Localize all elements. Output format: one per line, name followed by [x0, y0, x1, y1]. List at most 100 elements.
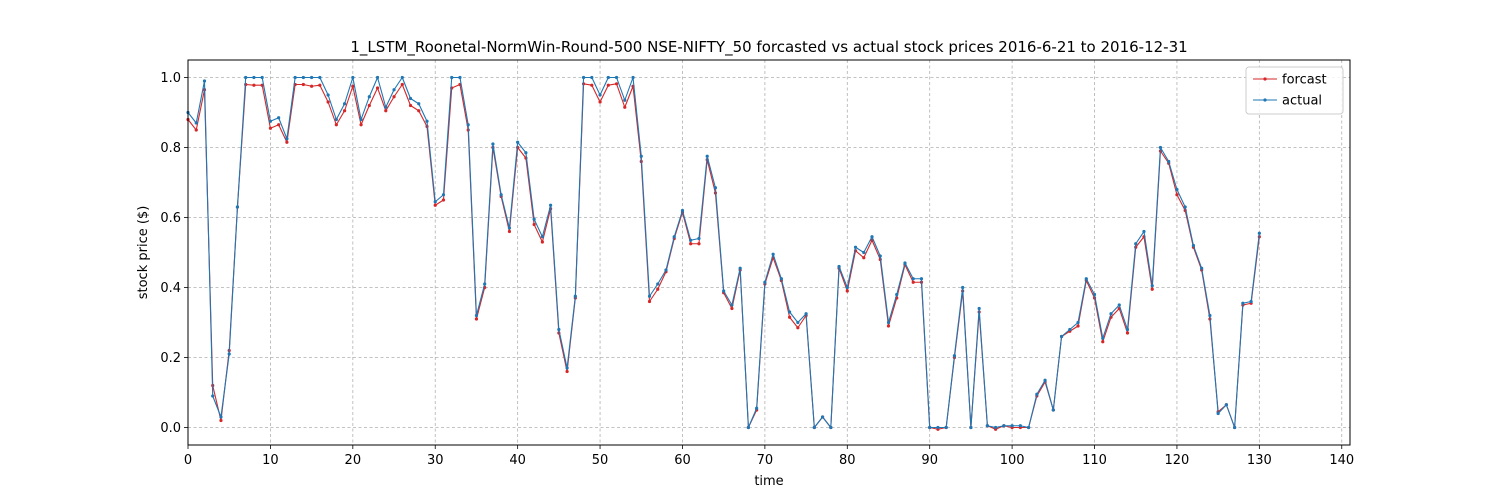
- data-point-actual: [235, 205, 240, 209]
- data-point-forcast: [219, 418, 223, 423]
- data-point-actual: [689, 238, 693, 242]
- data-point-actual: [408, 96, 413, 101]
- data-point-forcast: [614, 82, 619, 86]
- data-point-actual: [1216, 411, 1220, 416]
- data-point-forcast: [1076, 324, 1080, 328]
- data-point-actual: [466, 123, 470, 127]
- data-point-forcast: [623, 105, 627, 109]
- data-point-forcast: [384, 109, 388, 113]
- data-point-actual: [614, 75, 619, 80]
- data-point-actual: [903, 261, 907, 265]
- data-point-actual: [639, 154, 643, 158]
- data-point-forcast: [565, 369, 569, 374]
- data-point-forcast: [796, 326, 800, 330]
- data-point-actual: [1233, 425, 1237, 430]
- data-point-forcast: [359, 123, 363, 127]
- data-point-actual: [1018, 424, 1022, 428]
- data-point-actual: [1241, 301, 1245, 305]
- data-point-actual: [557, 327, 561, 332]
- data-point-actual: [804, 312, 808, 316]
- data-point-actual: [1175, 187, 1179, 192]
- data-point-forcast: [911, 280, 915, 284]
- axis-ticks: 0 10 20 30 40 50 60 70 80 90 100 110 120 130 140 0.0 0.2…: [160, 71, 1354, 468]
- data-point-actual: [326, 93, 330, 97]
- legend-label-forcast: forcast: [1282, 73, 1327, 88]
- data-point-forcast: [301, 82, 305, 87]
- x-tick-label: 130: [1247, 453, 1272, 468]
- data-point-actual: [1010, 424, 1014, 428]
- y-tick-label: 0.4: [160, 281, 181, 296]
- data-point-actual: [1092, 292, 1097, 297]
- data-point-forcast: [375, 86, 380, 90]
- data-point-actual: [1101, 336, 1105, 340]
- data-point-actual: [1249, 299, 1253, 304]
- data-point-actual: [928, 425, 932, 430]
- data-point-actual: [936, 425, 940, 430]
- data-point-forcast: [886, 324, 891, 328]
- data-point-actual: [878, 254, 882, 258]
- data-point-actual: [845, 285, 849, 290]
- data-point-forcast: [334, 123, 338, 127]
- data-point-forcast: [351, 84, 355, 88]
- data-point-actual: [1068, 327, 1072, 332]
- data-point-forcast: [417, 109, 421, 113]
- x-tick-label: 90: [921, 453, 938, 468]
- data-point-actual: [853, 245, 858, 249]
- data-point-actual: [1035, 392, 1039, 396]
- data-point-actual: [219, 415, 223, 419]
- data-point-forcast: [392, 95, 396, 99]
- data-point-actual: [738, 266, 742, 270]
- data-point-forcast: [441, 198, 446, 202]
- data-point-actual: [342, 102, 347, 106]
- data-point-actual: [961, 285, 965, 290]
- data-point-actual: [211, 394, 215, 398]
- data-point-forcast: [318, 83, 322, 87]
- y-tick-label: 0.6: [160, 211, 181, 226]
- data-point-actual: [664, 268, 668, 272]
- data-point-forcast: [408, 103, 413, 108]
- x-tick-label: 100: [1000, 453, 1025, 468]
- data-point-forcast: [1175, 193, 1179, 197]
- data-point-actual: [911, 277, 915, 281]
- data-point-actual: [788, 310, 792, 314]
- data-point-forcast: [540, 240, 544, 244]
- data-point-actual: [1191, 243, 1196, 248]
- data-point-actual: [351, 75, 355, 80]
- data-point-forcast: [277, 123, 281, 127]
- data-point-forcast: [532, 222, 536, 227]
- data-point-forcast: [647, 299, 652, 304]
- data-point-actual: [293, 75, 297, 80]
- x-tick-label: 70: [757, 453, 774, 468]
- data-point-actual: [450, 75, 454, 80]
- data-point-actual: [837, 264, 841, 269]
- data-point-forcast: [433, 203, 437, 207]
- data-point-actual: [532, 217, 536, 221]
- series-line-forcast: [187, 83, 1260, 430]
- x-tick-label: 140: [1329, 453, 1354, 468]
- data-point-actual: [944, 425, 948, 430]
- data-point-actual: [746, 425, 750, 430]
- data-point-forcast: [342, 109, 347, 113]
- data-point-actual: [1158, 145, 1163, 150]
- data-point-actual: [631, 75, 635, 80]
- data-point-actual: [375, 75, 380, 80]
- data-point-actual: [499, 193, 503, 197]
- data-point-actual: [713, 186, 718, 190]
- x-tick-label: 60: [674, 453, 691, 468]
- data-point-actual: [985, 424, 989, 428]
- data-point-actual: [862, 250, 866, 255]
- data-point-actual: [507, 226, 512, 230]
- data-point-actual: [524, 151, 528, 155]
- data-point-actual: [483, 282, 487, 286]
- data-point-actual: [1002, 424, 1006, 428]
- data-point-actual: [384, 105, 388, 109]
- data-point-actual: [812, 425, 816, 430]
- data-point-forcast: [788, 315, 792, 319]
- data-point-forcast: [194, 128, 198, 132]
- data-point-actual: [870, 235, 874, 239]
- series-layer: [186, 75, 1261, 431]
- data-point-actual: [285, 137, 289, 141]
- data-point-actual: [590, 75, 594, 80]
- data-point-actual: [252, 75, 256, 80]
- x-tick-label: 0: [184, 453, 192, 468]
